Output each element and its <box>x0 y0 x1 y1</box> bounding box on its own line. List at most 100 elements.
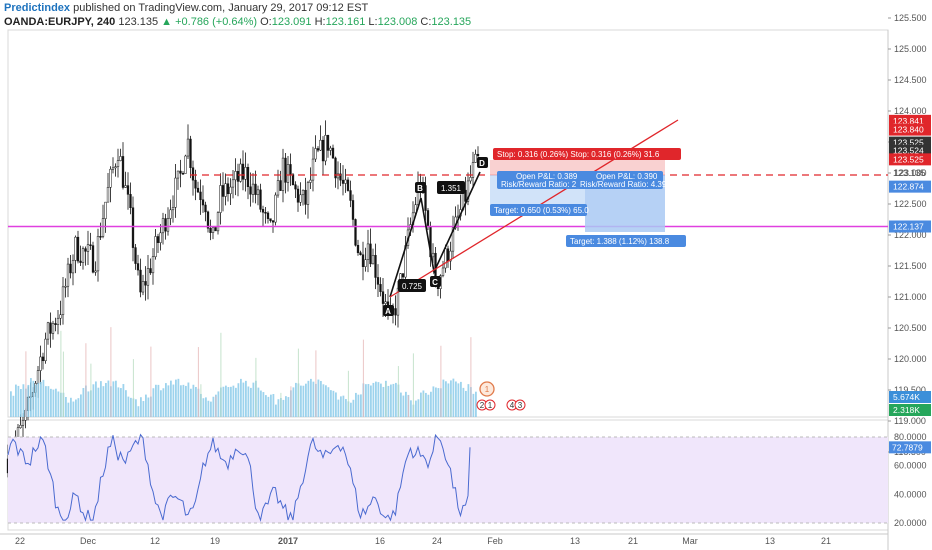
volume-bar <box>112 381 115 417</box>
volume-bar <box>242 382 245 417</box>
low-value: 123.008 <box>377 16 418 28</box>
volume-bar <box>205 397 207 417</box>
candle-body <box>61 286 65 316</box>
volume-bar <box>240 378 242 417</box>
close-label: C: <box>420 16 432 28</box>
volume-bar <box>145 394 147 417</box>
volume-bar <box>327 387 330 417</box>
volume-bar <box>210 401 212 417</box>
candle-body <box>324 135 327 162</box>
candle-body <box>381 291 385 304</box>
price-tick-label: 120.500 <box>894 323 927 333</box>
candle-body <box>176 170 180 179</box>
volume-spike <box>397 366 399 417</box>
volume-spike <box>450 394 452 417</box>
candle-body <box>239 163 242 182</box>
price-tag-bg <box>889 220 931 233</box>
volume-bar <box>70 397 72 417</box>
candle-body <box>254 183 257 195</box>
candle-body <box>89 244 92 246</box>
volume-bar <box>447 383 450 417</box>
volume-bar <box>310 378 312 417</box>
volume-bar <box>260 390 262 417</box>
candle-body <box>81 248 85 263</box>
volume-bar <box>262 392 265 417</box>
volume-tag: 5.674K <box>893 392 920 402</box>
candle-body <box>256 189 260 195</box>
candle-body <box>289 164 292 175</box>
rsi-band <box>8 437 888 523</box>
last-price: 123.135 <box>118 16 159 28</box>
candle-body <box>291 174 295 185</box>
volume-spike <box>315 350 317 417</box>
rsi-tag-bg <box>889 441 931 454</box>
volume-bar <box>392 383 395 417</box>
candle-body <box>474 153 477 163</box>
candle-body <box>149 268 152 274</box>
candle-body <box>106 187 110 203</box>
volume-bar <box>402 395 405 417</box>
candle-body <box>41 356 45 362</box>
candle-body <box>394 308 397 316</box>
volume-bar <box>170 380 172 417</box>
candle-body <box>276 180 280 196</box>
candle-body <box>139 269 142 293</box>
price-tag: 122.137 <box>893 222 924 232</box>
candle-body <box>379 284 382 292</box>
volume-bar <box>192 384 195 417</box>
volume-bar <box>435 387 437 417</box>
event-icon-label: 4 <box>510 401 515 410</box>
volume-spike <box>347 370 349 417</box>
candle-body <box>244 167 247 180</box>
candle-body <box>326 135 330 151</box>
candle-body <box>211 227 215 233</box>
volume-bar <box>355 392 357 417</box>
volume-bar <box>127 396 130 417</box>
volume-spike <box>470 337 472 417</box>
volume-bar <box>245 380 247 417</box>
volume-bar <box>195 386 197 417</box>
volume-bar <box>137 406 140 417</box>
volume-bar <box>382 386 385 417</box>
volume-bar <box>437 388 440 417</box>
event-badge-count: 1 <box>485 385 490 394</box>
volume-tag: 2.318K <box>893 405 920 415</box>
candle-body <box>231 179 235 188</box>
volume-bar <box>275 404 277 417</box>
price-tick-label: 121.500 <box>894 261 927 271</box>
volume-bar <box>462 387 465 417</box>
volume-bar <box>322 384 325 417</box>
volume-bar <box>120 388 122 417</box>
candle-body <box>94 270 97 273</box>
high-label: H: <box>314 16 326 28</box>
ratio-xc-badge <box>398 279 426 292</box>
volume-spike <box>215 396 217 417</box>
target-1-bg <box>490 204 587 216</box>
candle-body <box>351 200 355 220</box>
volume-bar <box>377 382 380 417</box>
publisher-name[interactable]: Predictindex <box>4 2 71 14</box>
candle-body <box>181 173 185 175</box>
candle-body <box>269 218 272 221</box>
volume-spike <box>62 351 64 417</box>
volume-spike <box>280 392 282 417</box>
event-icon-label: 2 <box>480 401 485 410</box>
pattern-label-b-badge <box>415 182 426 193</box>
candle-body <box>229 186 232 195</box>
volume-bar <box>30 378 32 417</box>
volume-spike <box>90 363 92 417</box>
candle-body <box>294 184 297 190</box>
volume-bar <box>95 381 97 417</box>
risk-reward-2: Risk/Reward Ratio: 4.39 <box>580 180 667 189</box>
time-label: 21 <box>821 536 831 546</box>
candle-body <box>309 179 312 183</box>
candle-body <box>414 204 417 214</box>
volume-bar <box>390 384 392 417</box>
candle-body <box>331 147 335 159</box>
event-icon-label: 1 <box>488 401 493 410</box>
price-tick-label: 121.000 <box>894 292 927 302</box>
volume-bar <box>375 381 377 417</box>
volume-bar <box>155 384 157 417</box>
volume-spike <box>197 347 199 417</box>
